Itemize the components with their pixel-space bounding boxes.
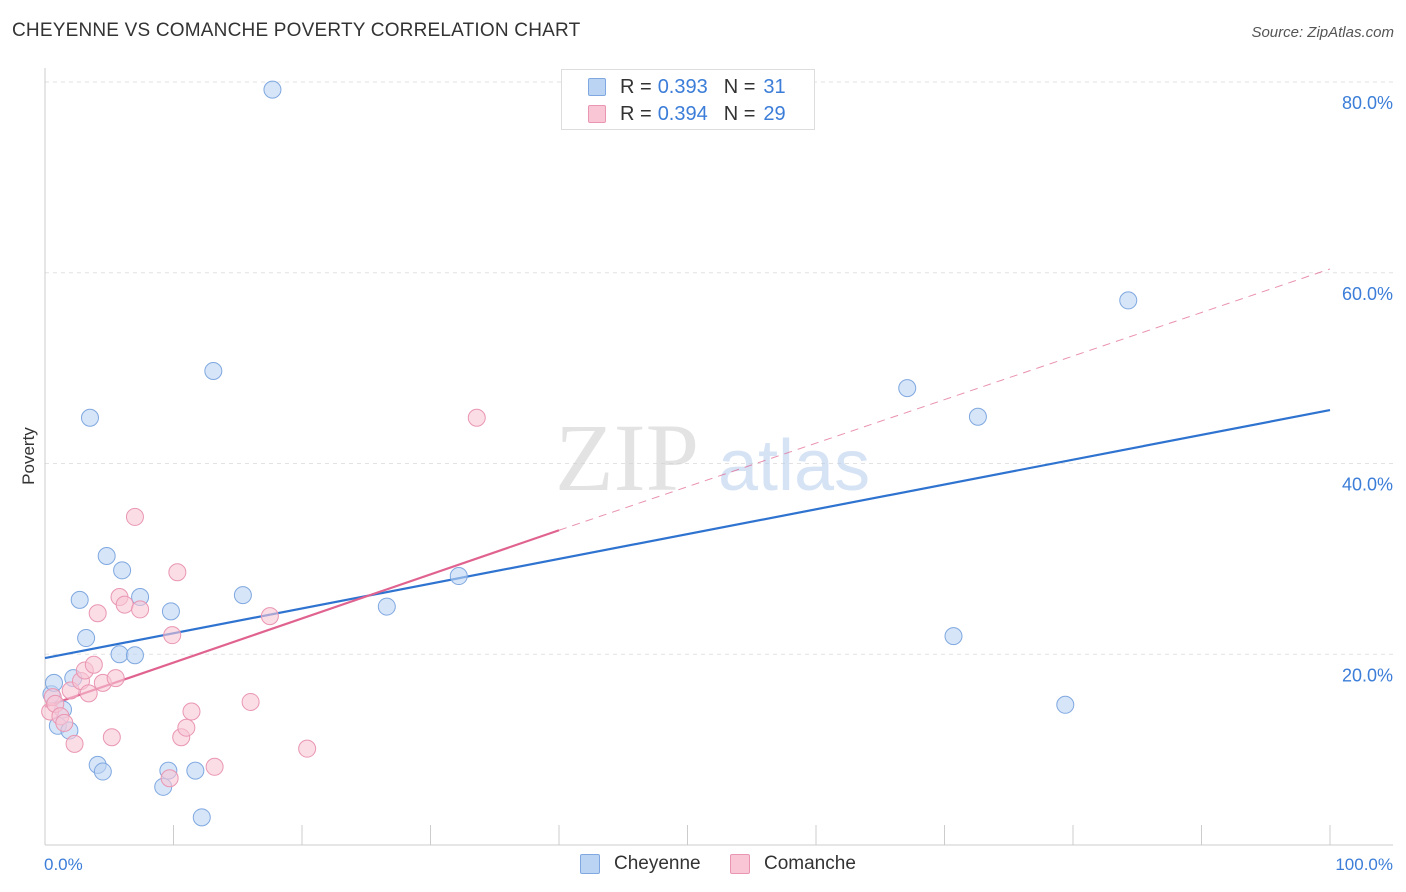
comanche-point bbox=[177, 718, 196, 737]
y-tick-labels: 20.0% 40.0% 60.0% 80.0% bbox=[1342, 93, 1393, 685]
cheyenne-point bbox=[77, 629, 96, 648]
cheyenne-point bbox=[80, 408, 99, 427]
watermark-zip: ZIP bbox=[555, 404, 699, 511]
n-value: 29 bbox=[763, 102, 786, 125]
cheyenne-point bbox=[1056, 695, 1075, 714]
gridlines bbox=[45, 81, 1393, 655]
y-tick-label-40: 40.0% bbox=[1342, 475, 1393, 495]
cheyenne-point bbox=[113, 561, 132, 580]
y-tick-label-60: 60.0% bbox=[1342, 284, 1393, 304]
cheyenne-point bbox=[70, 590, 89, 609]
comanche-point bbox=[182, 702, 201, 721]
cheyenne-point bbox=[1119, 291, 1138, 310]
comanche-legend-swatch bbox=[730, 854, 750, 874]
comanche-point bbox=[106, 669, 125, 688]
cheyenne-point bbox=[97, 547, 116, 566]
cheyenne-trend-line bbox=[44, 409, 1331, 660]
x-tick-label-left: 0.0% bbox=[44, 855, 83, 874]
comanche-point bbox=[168, 563, 187, 582]
cheyenne-point bbox=[192, 808, 211, 827]
cheyenne-point bbox=[186, 761, 205, 780]
trend-lines bbox=[44, 268, 1331, 708]
comanche-point bbox=[65, 734, 84, 753]
n-label: N = bbox=[723, 75, 756, 98]
comanche-point bbox=[55, 713, 74, 732]
r-label: R = bbox=[620, 102, 652, 125]
cheyenne-point bbox=[161, 602, 180, 621]
cheyenne-point bbox=[944, 627, 963, 646]
watermark: ZIP atlas bbox=[555, 404, 870, 511]
comanche-point bbox=[102, 728, 121, 747]
cheyenne-legend-swatch bbox=[580, 854, 600, 874]
comanche-point bbox=[160, 769, 179, 788]
legend-item-cheyenne: Cheyenne bbox=[580, 852, 701, 876]
comanche-point bbox=[298, 739, 317, 758]
comanche-point bbox=[241, 692, 260, 711]
comanche-point bbox=[467, 408, 486, 427]
r-value: 0.394 bbox=[657, 102, 708, 125]
cheyenne-point bbox=[204, 361, 223, 380]
legend-row-comanche: R = 0.394 N = 29 bbox=[588, 102, 786, 126]
axes bbox=[44, 68, 1393, 846]
comanche-point bbox=[260, 607, 279, 626]
comanche-trend-extension bbox=[558, 268, 1331, 531]
comanche-trend-line bbox=[44, 529, 560, 708]
comanche-point bbox=[115, 595, 134, 614]
cheyenne-legend-label: Cheyenne bbox=[614, 853, 701, 874]
comanche-point bbox=[79, 684, 98, 703]
x-tick-label-right: 100.0% bbox=[1335, 855, 1393, 874]
cheyenne-point bbox=[898, 379, 917, 398]
legend-item-comanche: Comanche bbox=[730, 852, 856, 876]
cheyenne-point bbox=[110, 645, 129, 664]
comanche-point bbox=[84, 655, 103, 674]
comanche-point bbox=[88, 604, 107, 623]
y-tick-label-80: 80.0% bbox=[1342, 93, 1393, 113]
cheyenne-point bbox=[125, 646, 144, 665]
comanche-swatch bbox=[588, 105, 606, 123]
source-label: Source: ZipAtlas.com bbox=[1251, 24, 1394, 41]
cheyenne-swatch bbox=[588, 78, 606, 96]
cheyenne-point bbox=[449, 567, 468, 586]
comanche-point bbox=[163, 626, 182, 645]
comanche-legend-label: Comanche bbox=[764, 853, 856, 874]
r-value: 0.393 bbox=[657, 75, 708, 98]
data-points bbox=[41, 80, 1138, 827]
cheyenne-point bbox=[968, 407, 987, 426]
legend-row-cheyenne: R = 0.393 N = 31 bbox=[588, 75, 786, 99]
cheyenne-point bbox=[263, 80, 282, 99]
n-value: 31 bbox=[763, 75, 786, 98]
y-axis-label: Poverty bbox=[19, 427, 38, 485]
n-label: N = bbox=[723, 102, 756, 125]
watermark-atlas: atlas bbox=[718, 426, 870, 506]
comanche-point bbox=[125, 507, 144, 526]
cheyenne-point bbox=[233, 586, 252, 605]
chart-title: CHEYENNE VS COMANCHE POVERTY CORRELATION… bbox=[12, 20, 581, 41]
comanche-point bbox=[205, 757, 224, 776]
y-tick-label-20: 20.0% bbox=[1342, 665, 1393, 685]
r-label: R = bbox=[620, 75, 652, 98]
cheyenne-point bbox=[93, 762, 112, 781]
correlation-legend: R = 0.393 N = 31 R = 0.394 N = 29 bbox=[561, 69, 815, 130]
comanche-point bbox=[131, 600, 150, 619]
cheyenne-point bbox=[377, 597, 396, 616]
